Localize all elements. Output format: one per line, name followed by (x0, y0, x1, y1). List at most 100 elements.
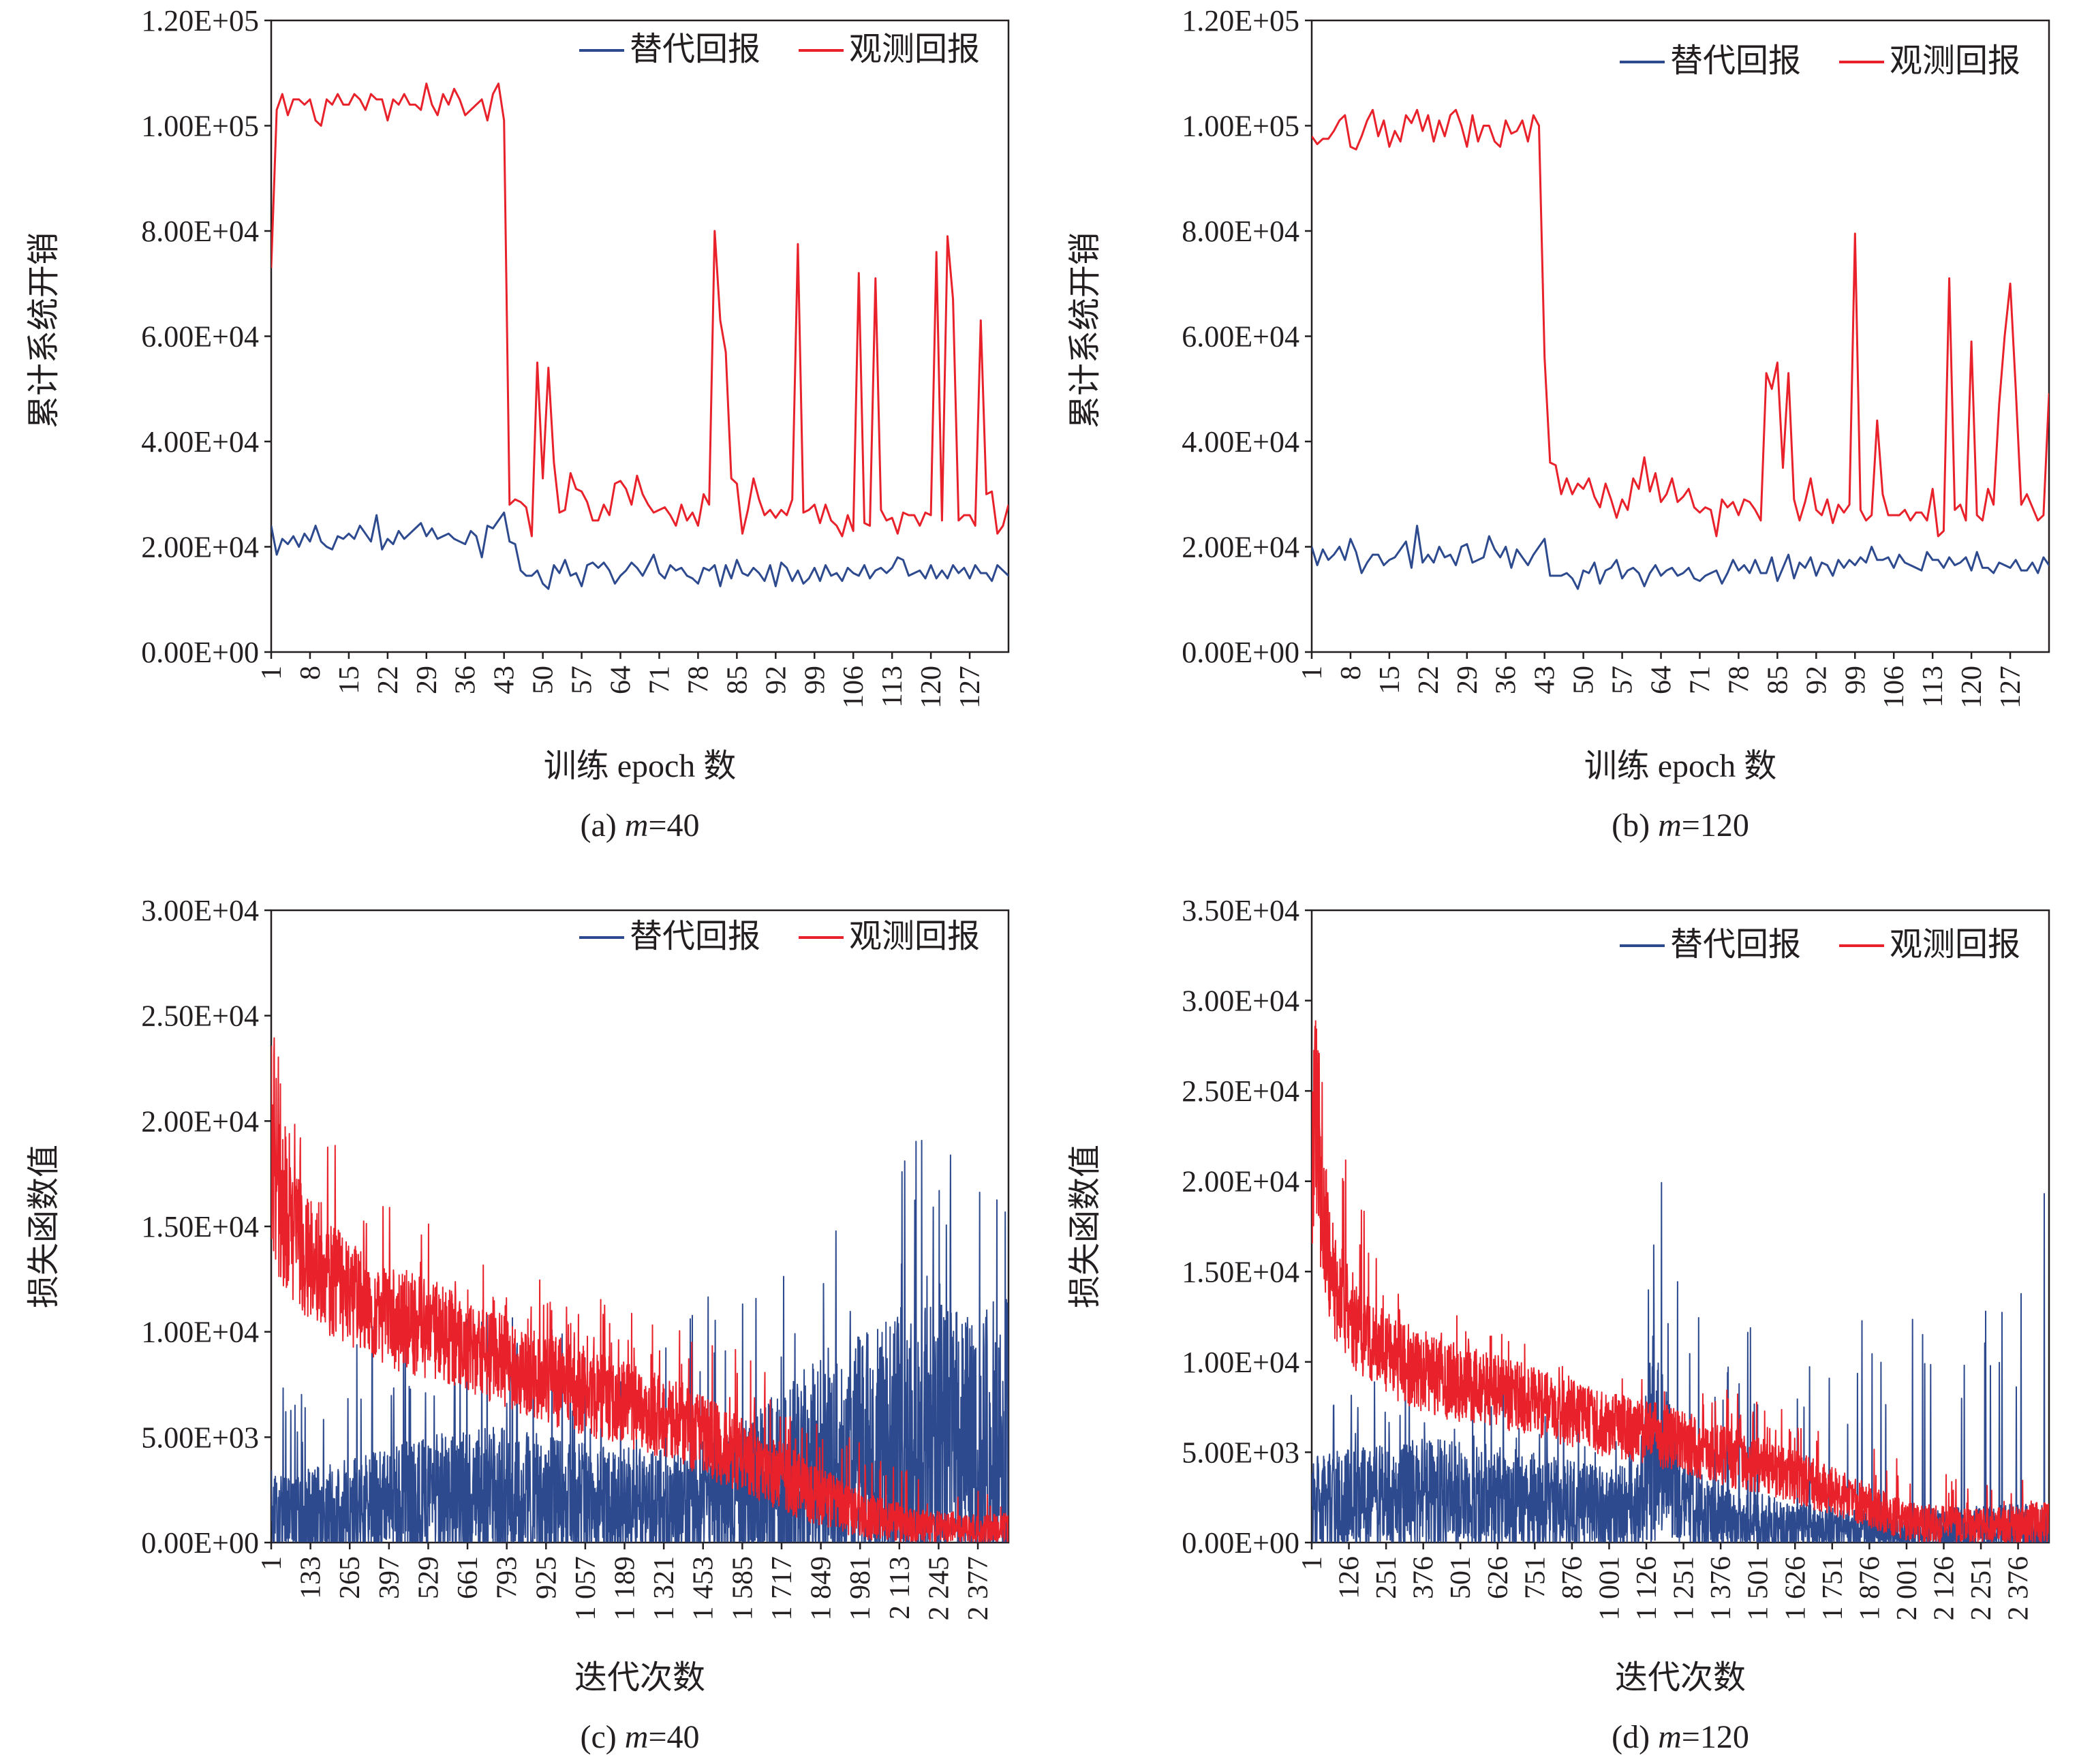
series-line-observed (271, 82, 1008, 538)
series-line-surrogate (271, 511, 1008, 590)
x-tick-label: 22 (373, 666, 404, 694)
x-tick-label: 1 (256, 1556, 288, 1570)
x-tick-label: 529 (413, 1556, 444, 1599)
x-tick-label: 2 126 (1928, 1556, 1960, 1621)
caption-prefix: (d) (1612, 1719, 1658, 1755)
x-tick-label: 2 245 (923, 1556, 955, 1621)
y-axis-title: 损失函数值 (1067, 1145, 1103, 1308)
x-tick-label: 793 (492, 1556, 523, 1599)
series-line-observed (271, 1037, 1008, 1543)
y-tick-label: 2.00E+04 (1182, 531, 1299, 564)
x-tick-label: 57 (1607, 666, 1639, 694)
y-tick-label: 2.00E+04 (1182, 1165, 1299, 1198)
caption-prefix: (b) (1612, 807, 1658, 844)
x-tick-label: 1 849 (806, 1556, 837, 1621)
x-tick-label: 133 (296, 1556, 327, 1599)
legend-label-observed: 观测回报 (849, 31, 980, 67)
x-tick-label: 99 (1840, 666, 1871, 694)
caption-variable: m (1658, 807, 1682, 844)
caption-suffix: =120 (1682, 1719, 1749, 1755)
x-tick-label: 376 (1408, 1556, 1440, 1599)
x-tick-label: 251 (1371, 1556, 1402, 1599)
x-tick-label: 29 (412, 666, 443, 694)
x-tick-label: 71 (644, 666, 675, 694)
x-tick-label: 1 717 (767, 1556, 798, 1621)
x-tick-label: 43 (489, 666, 521, 694)
x-tick-label: 57 (567, 666, 598, 694)
y-tick-label: 5.00E+03 (141, 1421, 259, 1454)
x-tick-label: 1 (1297, 1556, 1328, 1570)
x-tick-label: 1 751 (1817, 1556, 1849, 1621)
chart-panel-c: 0.00E+00 5.00E+03 1.00E+04 1.50E+04 2.00E+04… (26, 894, 1010, 1755)
caption-suffix: =40 (648, 1719, 699, 1755)
x-axis-title: 迭代次数 (1615, 1660, 1746, 1696)
y-axis-title: 累计系统开销 (26, 232, 62, 429)
x-tick-label: 85 (722, 666, 753, 694)
series-line-observed (1312, 108, 2049, 538)
x-tick-label: 15 (334, 666, 365, 694)
x-tick-label: 1 001 (1594, 1556, 1625, 1621)
x-tick-label: 50 (528, 666, 559, 694)
x-tick-label: 126 (1334, 1556, 1366, 1599)
caption-suffix: =120 (1682, 807, 1749, 844)
x-tick-label: 1 189 (610, 1556, 641, 1621)
legend-label-surrogate: 替代回报 (1670, 43, 1801, 79)
x-axis-title: 训练 epoch 数 (544, 748, 737, 784)
x-tick-label: 1 (1297, 666, 1328, 680)
y-tick-label: 3.00E+04 (141, 894, 259, 927)
x-tick-label: 120 (916, 666, 947, 709)
y-tick-label: 0.00E+00 (1182, 1526, 1299, 1560)
x-tick-label: 64 (606, 666, 637, 694)
legend-label-surrogate: 替代回报 (630, 918, 760, 955)
x-tick-label: 1 251 (1669, 1556, 1700, 1621)
legend-label-observed: 观测回报 (1890, 927, 2020, 963)
legend-label-surrogate: 替代回报 (630, 31, 760, 67)
x-tick-label: 8 (1336, 666, 1367, 680)
x-tick-label: 397 (374, 1556, 405, 1599)
y-tick-label: 1.00E+05 (1182, 110, 1299, 143)
x-tick-label: 85 (1762, 666, 1793, 694)
x-tick-label: 36 (450, 666, 482, 694)
legend-label-observed: 观测回报 (1890, 43, 2020, 79)
x-tick-label: 127 (1995, 666, 2027, 709)
y-tick-label: 8.00E+04 (141, 215, 259, 248)
panel-caption: (a) m=40 (580, 807, 699, 844)
x-tick-label: 626 (1483, 1556, 1514, 1599)
x-axis-title: 训练 epoch 数 (1584, 748, 1777, 784)
y-tick-label: 1.50E+04 (141, 1210, 259, 1243)
y-axis-title: 损失函数值 (26, 1145, 62, 1308)
chart-panel-a: 0.00E+00 2.00E+04 4.00E+04 6.00E+04 8.00E+04… (26, 4, 1010, 844)
x-tick-label: 501 (1445, 1556, 1477, 1599)
chart-panel-d: 0.00E+00 5.00E+03 1.00E+04 1.50E+04 2.00E+04… (1067, 894, 2050, 1755)
y-tick-label: 2.50E+04 (1182, 1074, 1299, 1108)
x-tick-label: 22 (1413, 666, 1445, 694)
x-tick-label: 127 (955, 666, 986, 709)
y-tick-label: 3.50E+04 (1182, 894, 1299, 927)
y-tick-label: 0.00E+00 (1182, 636, 1299, 669)
x-axis-title: 迭代次数 (574, 1660, 705, 1696)
x-tick-label: 64 (1646, 666, 1678, 694)
x-tick-label: 751 (1520, 1556, 1551, 1599)
x-tick-label: 661 (452, 1556, 484, 1599)
x-tick-label: 2 251 (1966, 1556, 1997, 1621)
x-tick-label: 265 (335, 1556, 366, 1599)
x-tick-label: 2 377 (963, 1556, 994, 1621)
y-tick-label: 1.20E+05 (141, 4, 259, 37)
x-tick-label: 15 (1374, 666, 1406, 694)
x-tick-label: 8 (295, 666, 326, 680)
x-tick-label: 106 (838, 666, 869, 709)
y-axis-title: 累计系统开销 (1067, 232, 1103, 429)
x-tick-label: 29 (1452, 666, 1483, 694)
legend-label-surrogate: 替代回报 (1670, 927, 1801, 963)
x-tick-label: 876 (1557, 1556, 1588, 1599)
x-tick-label: 1 585 (727, 1556, 758, 1621)
y-tick-label: 3.00E+04 (1182, 985, 1299, 1018)
x-tick-label: 1 453 (688, 1556, 720, 1621)
y-tick-label: 4.00E+04 (1182, 425, 1299, 459)
x-tick-label: 1 501 (1743, 1556, 1774, 1621)
y-tick-label: 1.20E+05 (1182, 4, 1299, 37)
caption-suffix: =40 (648, 807, 699, 844)
x-tick-label: 1 981 (845, 1556, 876, 1621)
x-tick-label: 36 (1491, 666, 1522, 694)
panel-caption: (d) m=120 (1612, 1719, 1749, 1755)
